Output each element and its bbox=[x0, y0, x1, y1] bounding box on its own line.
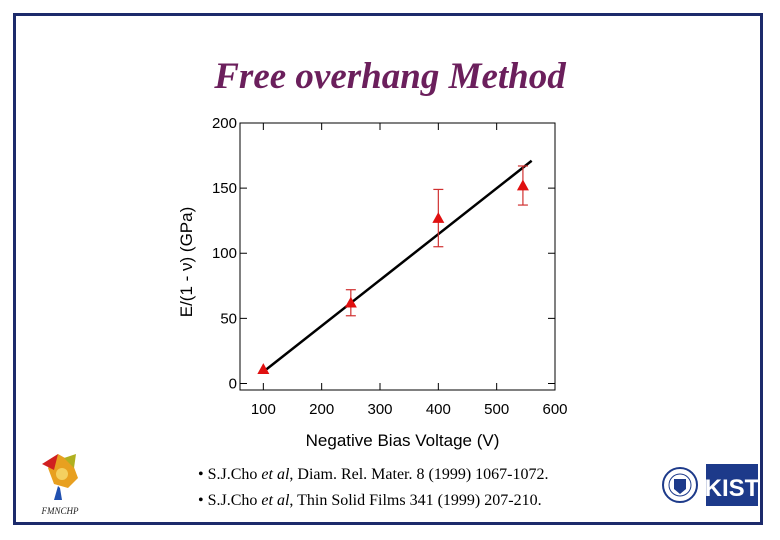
y-tick-label: 0 bbox=[229, 375, 237, 392]
data-point bbox=[516, 179, 529, 191]
x-tick-label: 100 bbox=[251, 401, 276, 418]
y-tick-label: 50 bbox=[220, 310, 237, 327]
fit-line bbox=[262, 159, 533, 373]
x-tick-label: 400 bbox=[426, 401, 451, 418]
lab-logo-text: FMNCHP bbox=[41, 506, 80, 516]
x-axis-label: Negative Bias Voltage (V) bbox=[306, 431, 500, 450]
fit-line-group bbox=[262, 159, 533, 373]
y-axis-label: E/(1 - ν) (GPa) bbox=[177, 207, 196, 318]
y-tick-label: 100 bbox=[212, 245, 237, 262]
slide-frame bbox=[13, 13, 763, 525]
lab-logo: FMNCHP bbox=[41, 454, 80, 516]
x-tick-label: 500 bbox=[484, 401, 509, 418]
x-tick-label: 300 bbox=[367, 401, 392, 418]
x-tick-label: 200 bbox=[309, 401, 334, 418]
data-point bbox=[344, 296, 357, 308]
data-point bbox=[432, 212, 445, 223]
references: • S.J.Cho et al, Diam. Rel. Mater. 8 (19… bbox=[198, 462, 548, 514]
plot-frame bbox=[239, 122, 556, 391]
slide-title: Free overhang Method bbox=[214, 56, 566, 97]
kist-logo-text: KIST bbox=[705, 475, 760, 502]
y-tick-label: 200 bbox=[212, 115, 237, 132]
axis-ticks: 100 200 300 400 500 600 0 50 100 150 200 bbox=[212, 115, 568, 418]
kist-logo: KIST bbox=[662, 464, 760, 506]
data-points bbox=[257, 165, 529, 374]
y-tick-label: 150 bbox=[212, 180, 237, 197]
reference-2: • S.J.Cho et al, Thin Solid Films 341 (1… bbox=[198, 492, 542, 509]
data-point bbox=[257, 363, 270, 374]
reference-1: • S.J.Cho et al, Diam. Rel. Mater. 8 (19… bbox=[198, 466, 549, 483]
x-tick-label: 600 bbox=[542, 401, 567, 418]
